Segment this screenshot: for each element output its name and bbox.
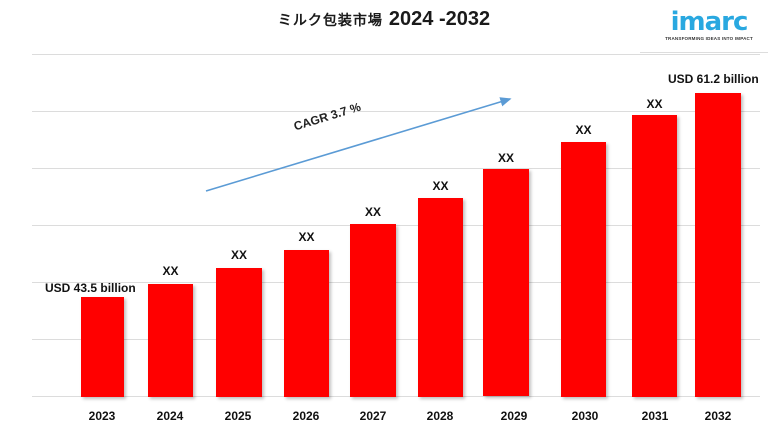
data-label-2027: XX (364, 205, 381, 219)
x-tick-2032: 2032 (704, 409, 732, 423)
logo-divider (640, 52, 768, 53)
bar-2028 (418, 198, 463, 397)
data-label-2025: XX (230, 248, 247, 262)
bar-2032 (695, 93, 741, 397)
gridline (32, 111, 760, 112)
bar-2024 (148, 284, 193, 397)
x-tick-2031: 2031 (641, 409, 669, 423)
bar-2030 (561, 142, 606, 397)
x-tick-2028: 2028 (426, 409, 454, 423)
imarc-logo: imarc TRANSFORMING IDEAS INTO IMPACT (662, 8, 756, 41)
gridline (32, 282, 760, 283)
bar-2031 (632, 115, 677, 397)
data-label-2030: XX (575, 123, 592, 137)
data-label-2028: XX (432, 179, 449, 193)
x-tick-2026: 2026 (292, 409, 320, 423)
x-tick-2030: 2030 (571, 409, 599, 423)
bar-2026 (284, 250, 329, 397)
bar-2025 (216, 268, 262, 397)
x-tick-2027: 2027 (359, 409, 387, 423)
bar-2029 (483, 169, 529, 396)
data-label-2029: XX (497, 151, 514, 165)
x-tick-2029: 2029 (500, 409, 528, 423)
data-label-2024: XX (162, 264, 179, 278)
data-label-2032: USD 61.2 billion (668, 72, 759, 86)
data-label-2023: USD 43.5 billion (45, 281, 136, 295)
logo-brand: imarc (670, 7, 749, 37)
data-label-2026: XX (298, 230, 315, 244)
chart-title: ミルク包装市場 2024 -2032 (0, 8, 768, 31)
logo-tagline: TRANSFORMING IDEAS INTO IMPACT (665, 36, 753, 41)
chart-title-japanese: ミルク包装市場 (277, 13, 383, 29)
bar-2023 (81, 297, 124, 397)
gridline (32, 54, 760, 55)
gridline (32, 396, 760, 397)
gridline (32, 168, 760, 169)
x-tick-2024: 2024 (156, 409, 184, 423)
chart-title-years: 2024 -2032 (388, 8, 491, 30)
gridline (32, 339, 760, 340)
data-label-2031: XX (646, 97, 663, 111)
bar-2027 (350, 224, 396, 397)
x-tick-2025: 2025 (224, 409, 252, 423)
gridline (32, 225, 760, 226)
x-tick-2023: 2023 (88, 409, 116, 423)
